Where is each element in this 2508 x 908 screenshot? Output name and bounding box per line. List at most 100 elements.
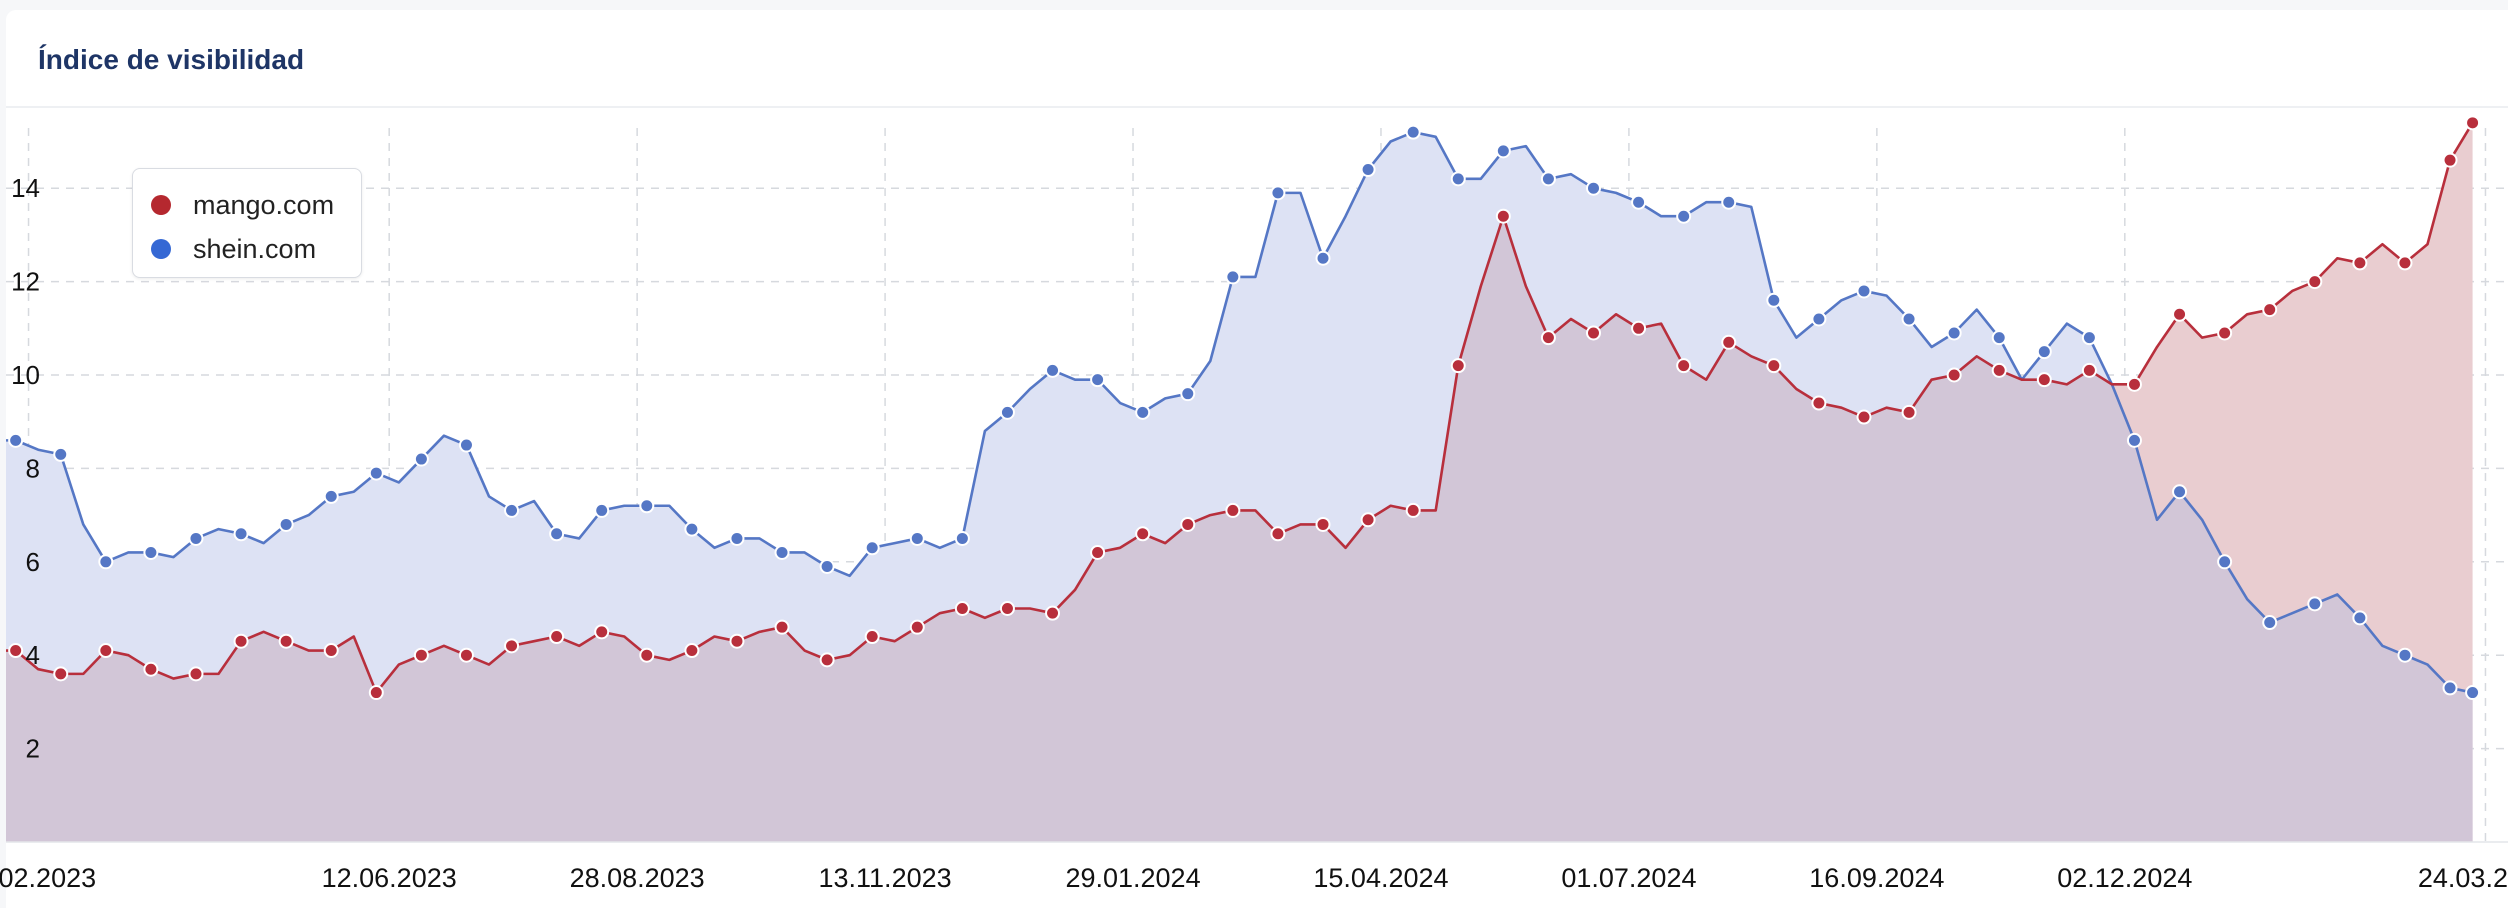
mango-point [1631,320,1647,336]
shein-point [594,502,610,518]
mango-point [458,647,474,663]
shein-point [323,488,339,504]
shein-point [549,526,565,542]
shein-point [1135,404,1151,420]
mango-point [1766,358,1782,374]
mango-point [1495,208,1511,224]
shein-point [143,544,159,560]
shein-point [1721,194,1737,210]
mango-point [729,633,745,649]
mango-point [1540,330,1556,346]
mango-point [1225,502,1241,518]
shein-point [1315,250,1331,266]
x-tick-label: 02.12.2024 [2057,863,2192,893]
shein-point [1270,185,1286,201]
y-tick-label: 2 [26,734,40,764]
mango-point [1721,334,1737,350]
legend-item-shein[interactable]: shein.com [151,227,361,271]
legend-label-mango: mango.com [193,189,335,220]
shein-point [774,544,790,560]
mango-point [233,633,249,649]
mango-point [2036,372,2052,388]
mango-point [2172,306,2188,322]
mango-point [2262,302,2278,318]
shein-point [2397,647,2413,663]
shein-point [819,558,835,574]
shein-point [2081,330,2097,346]
shein-point [188,530,204,546]
mango-point [954,601,970,616]
mango-point [2397,255,2413,271]
mango-point [1135,526,1151,542]
x-tick-label: 29.01.2024 [1065,863,1200,893]
shein-point [2172,484,2188,500]
shein-point [2217,554,2233,570]
mango-point [1811,395,1827,411]
mango-point [1090,544,1106,560]
mango-point [8,643,24,659]
mango-point [819,652,835,668]
shein-point [1585,180,1601,196]
shein-point [1225,269,1241,285]
mango-point [1270,526,1286,542]
title-divider [6,106,2508,108]
mango-point [1856,409,1872,425]
shein-point [1991,330,2007,346]
mango-point [413,647,429,663]
mango-point [53,666,69,682]
shein-point [2126,432,2142,448]
x-tick-label: 28.08.2023 [570,863,705,893]
mango-point [549,629,565,645]
shein-point [1090,372,1106,388]
mango-point [1450,358,1466,374]
mango-point [1405,502,1421,518]
shein-point [2307,596,2323,612]
x-tick-label: 15.04.2024 [1313,863,1448,893]
shein-point [864,540,880,556]
shein-point [1360,162,1376,178]
shein-point [1676,208,1692,224]
mango-point [774,619,790,635]
mango-point [1991,362,2007,378]
shein-point [2036,344,2052,360]
shein-point [1405,124,1421,140]
mango-point [278,633,294,649]
mango-point [639,647,655,663]
mango-point [2217,325,2233,341]
y-tick-label: 10 [11,360,40,390]
shein-point [729,530,745,546]
mango-point [143,661,159,677]
mango-point [1585,325,1601,341]
x-tick-label: 16.09.2024 [1809,863,1944,893]
mango-point [323,643,339,659]
legend-marker-shein [151,239,171,259]
mango-point [1315,516,1331,532]
mango-point [594,624,610,640]
card-title: Índice de visibilidad [38,44,305,75]
shein-point [1811,311,1827,327]
mango-point [368,685,384,701]
legend-item-mango[interactable]: mango.com [151,183,361,227]
shein-point [53,446,69,462]
shein-point [458,437,474,453]
mango-point [1360,512,1376,528]
shein-point [954,530,970,546]
x-tick-label: 12.06.2023 [322,863,457,893]
shein-point [1450,171,1466,187]
mango-point [1676,358,1692,374]
legend-marker-mango [151,195,171,215]
mango-point [2352,255,2368,271]
mango-point [684,643,700,659]
shein-point [2442,680,2458,696]
shein-point [233,526,249,542]
shein-point [1856,283,1872,299]
overlap-area [6,216,2473,843]
mango-point [1901,404,1917,420]
shein-point [98,554,114,570]
y-tick-label: 14 [11,173,40,203]
shein-point [278,516,294,532]
legend-label-shein: shein.com [193,233,317,264]
mango-point [2081,362,2097,378]
shein-point [504,502,520,518]
